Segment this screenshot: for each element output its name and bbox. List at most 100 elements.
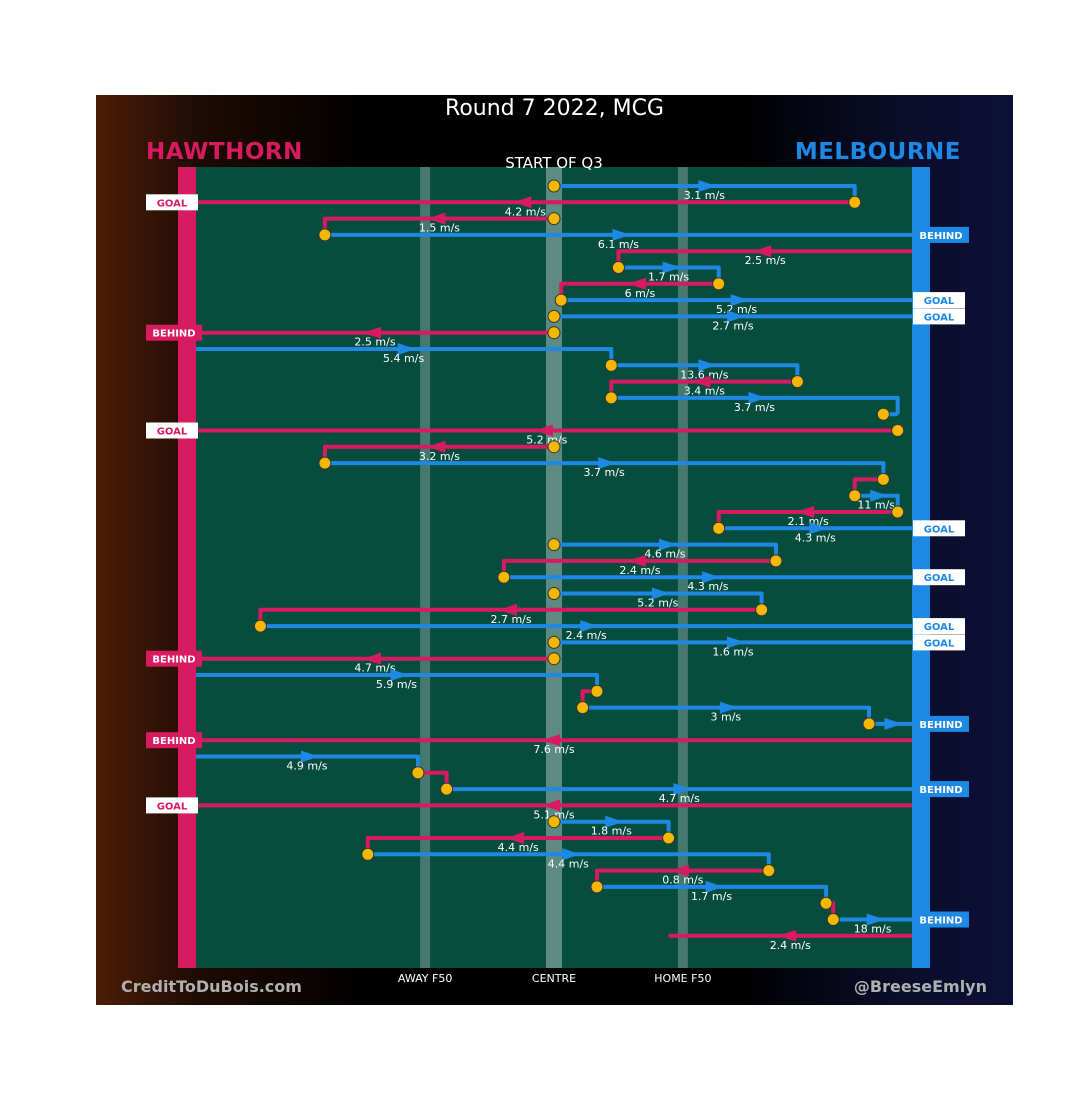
possession-start-marker	[253, 619, 267, 633]
possession-start-marker	[604, 358, 618, 372]
possession-start-marker	[590, 684, 604, 698]
possession-chain: 7.6 m/s BEHIND	[146, 732, 912, 756]
speed-label: 0.8 m/s	[662, 874, 703, 887]
possession-start-marker	[547, 440, 561, 454]
speed-label: 3.7 m/s	[584, 466, 625, 479]
direction-arrow	[397, 343, 416, 355]
direction-arrow	[580, 620, 599, 633]
possession-chain: 2.7 m/s GOAL	[547, 308, 965, 332]
speed-label: 5.1 m/s	[533, 808, 574, 821]
speed-label: 5.4 m/s	[383, 352, 424, 365]
possession-start-marker	[361, 847, 375, 861]
possession-chain: 2.4 m/s	[668, 929, 912, 952]
score-result-label: BEHIND	[919, 231, 962, 242]
possession-start-marker	[554, 293, 568, 307]
score-result-label: GOAL	[924, 296, 955, 307]
speed-label: 4.6 m/s	[644, 548, 685, 561]
direction-arrow	[542, 799, 560, 812]
possession-start-marker	[662, 831, 676, 845]
direction-arrow	[698, 359, 717, 372]
speed-label: 6.1 m/s	[598, 238, 639, 251]
direction-arrow	[727, 636, 745, 649]
possession-chain: 3.7 m/s	[604, 391, 900, 415]
direction-arrow	[499, 603, 518, 616]
chart-title: Round 7 2022, MCG	[445, 96, 664, 121]
speed-label: 4.7 m/s	[354, 662, 395, 675]
possession-start-marker	[590, 880, 604, 894]
possession-chain: 5.1 m/s GOAL	[146, 797, 912, 821]
chain-path	[611, 395, 900, 415]
speed-label: 2.7 m/s	[712, 319, 753, 332]
possession-start-marker	[547, 587, 561, 600]
possession-start-marker	[790, 375, 804, 389]
possession-start-marker	[848, 195, 862, 209]
score-result-tag: GOAL	[913, 618, 965, 635]
melbourne-goal-line	[912, 167, 930, 968]
direction-arrow	[778, 929, 797, 942]
possession-start-marker	[604, 391, 618, 405]
possession-start-marker	[547, 326, 561, 340]
possession-start-marker	[876, 472, 890, 486]
possession-start-marker	[876, 407, 890, 421]
speed-label: 4.4 m/s	[498, 841, 539, 854]
score-result-tag: BEHIND	[913, 781, 969, 798]
direction-arrow	[363, 326, 381, 339]
score-result-label: GOAL	[924, 622, 955, 633]
score-result-label: BEHIND	[919, 785, 962, 796]
possession-start-marker	[891, 424, 905, 437]
direction-arrow	[562, 848, 581, 861]
speed-label: 4.9 m/s	[286, 760, 327, 773]
possession-start-marker	[769, 554, 783, 568]
possession-start-marker	[547, 212, 561, 226]
direction-arrow	[427, 440, 446, 453]
score-result-tag: GOAL	[913, 292, 965, 309]
direction-arrow	[796, 506, 815, 518]
x-tick-label: HOME F50	[654, 972, 711, 985]
possession-start-marker	[318, 456, 332, 470]
quarter-label: START OF Q3	[505, 154, 603, 172]
direction-arrow	[866, 913, 885, 926]
speed-label: 4.2 m/s	[505, 205, 546, 218]
score-result-label: GOAL	[157, 801, 188, 812]
score-result-label: BEHIND	[152, 736, 195, 747]
speed-label: 2.4 m/s	[619, 564, 660, 577]
possession-start-marker	[826, 913, 840, 926]
score-result-tag: BEHIND	[913, 226, 969, 243]
direction-arrow	[727, 310, 745, 323]
possession-chain: 4.7 m/s BEHIND	[440, 781, 969, 805]
speed-label: 5.2 m/s	[526, 434, 567, 447]
speed-label: 2.5 m/s	[354, 336, 395, 349]
score-result-tag: GOAL	[146, 194, 198, 211]
possession-start-marker	[547, 815, 561, 829]
speed-label: 4.3 m/s	[795, 531, 836, 544]
speed-label: 5.9 m/s	[376, 678, 417, 691]
direction-arrow	[692, 375, 711, 388]
speed-label: 13.6 m/s	[680, 368, 728, 381]
direction-arrow	[658, 538, 677, 551]
possession-start-marker	[547, 635, 561, 649]
score-result-tag: GOAL	[913, 634, 965, 651]
direction-arrow	[698, 180, 717, 192]
possession-start-marker	[848, 489, 862, 503]
score-result-tag: GOAL	[913, 520, 965, 537]
possession-start-marker	[762, 864, 776, 878]
possession-start-marker	[611, 261, 625, 274]
possession-start-marker	[547, 652, 561, 666]
speed-label: 1.7 m/s	[648, 271, 689, 284]
score-result-tag: BEHIND	[146, 650, 202, 667]
direction-arrow	[598, 457, 617, 470]
centre-band	[546, 167, 562, 968]
speed-label: 3.7 m/s	[734, 401, 775, 414]
direction-arrow	[705, 880, 724, 893]
possession-start-marker	[547, 538, 561, 552]
possession-start-marker	[411, 766, 425, 780]
possession-chain: 2.5 m/s BEHIND	[146, 324, 561, 349]
direction-arrow	[753, 245, 772, 258]
direction-arrow	[670, 864, 689, 877]
speed-label: 2.7 m/s	[490, 613, 531, 626]
direction-arrow	[701, 571, 720, 584]
chart-frame: Round 7 2022, MCG HAWTHORN MELBOURNE STA…	[96, 95, 1013, 1005]
direction-arrow	[363, 652, 381, 665]
score-result-label: BEHIND	[919, 720, 962, 731]
speed-label: 1.7 m/s	[691, 890, 732, 903]
